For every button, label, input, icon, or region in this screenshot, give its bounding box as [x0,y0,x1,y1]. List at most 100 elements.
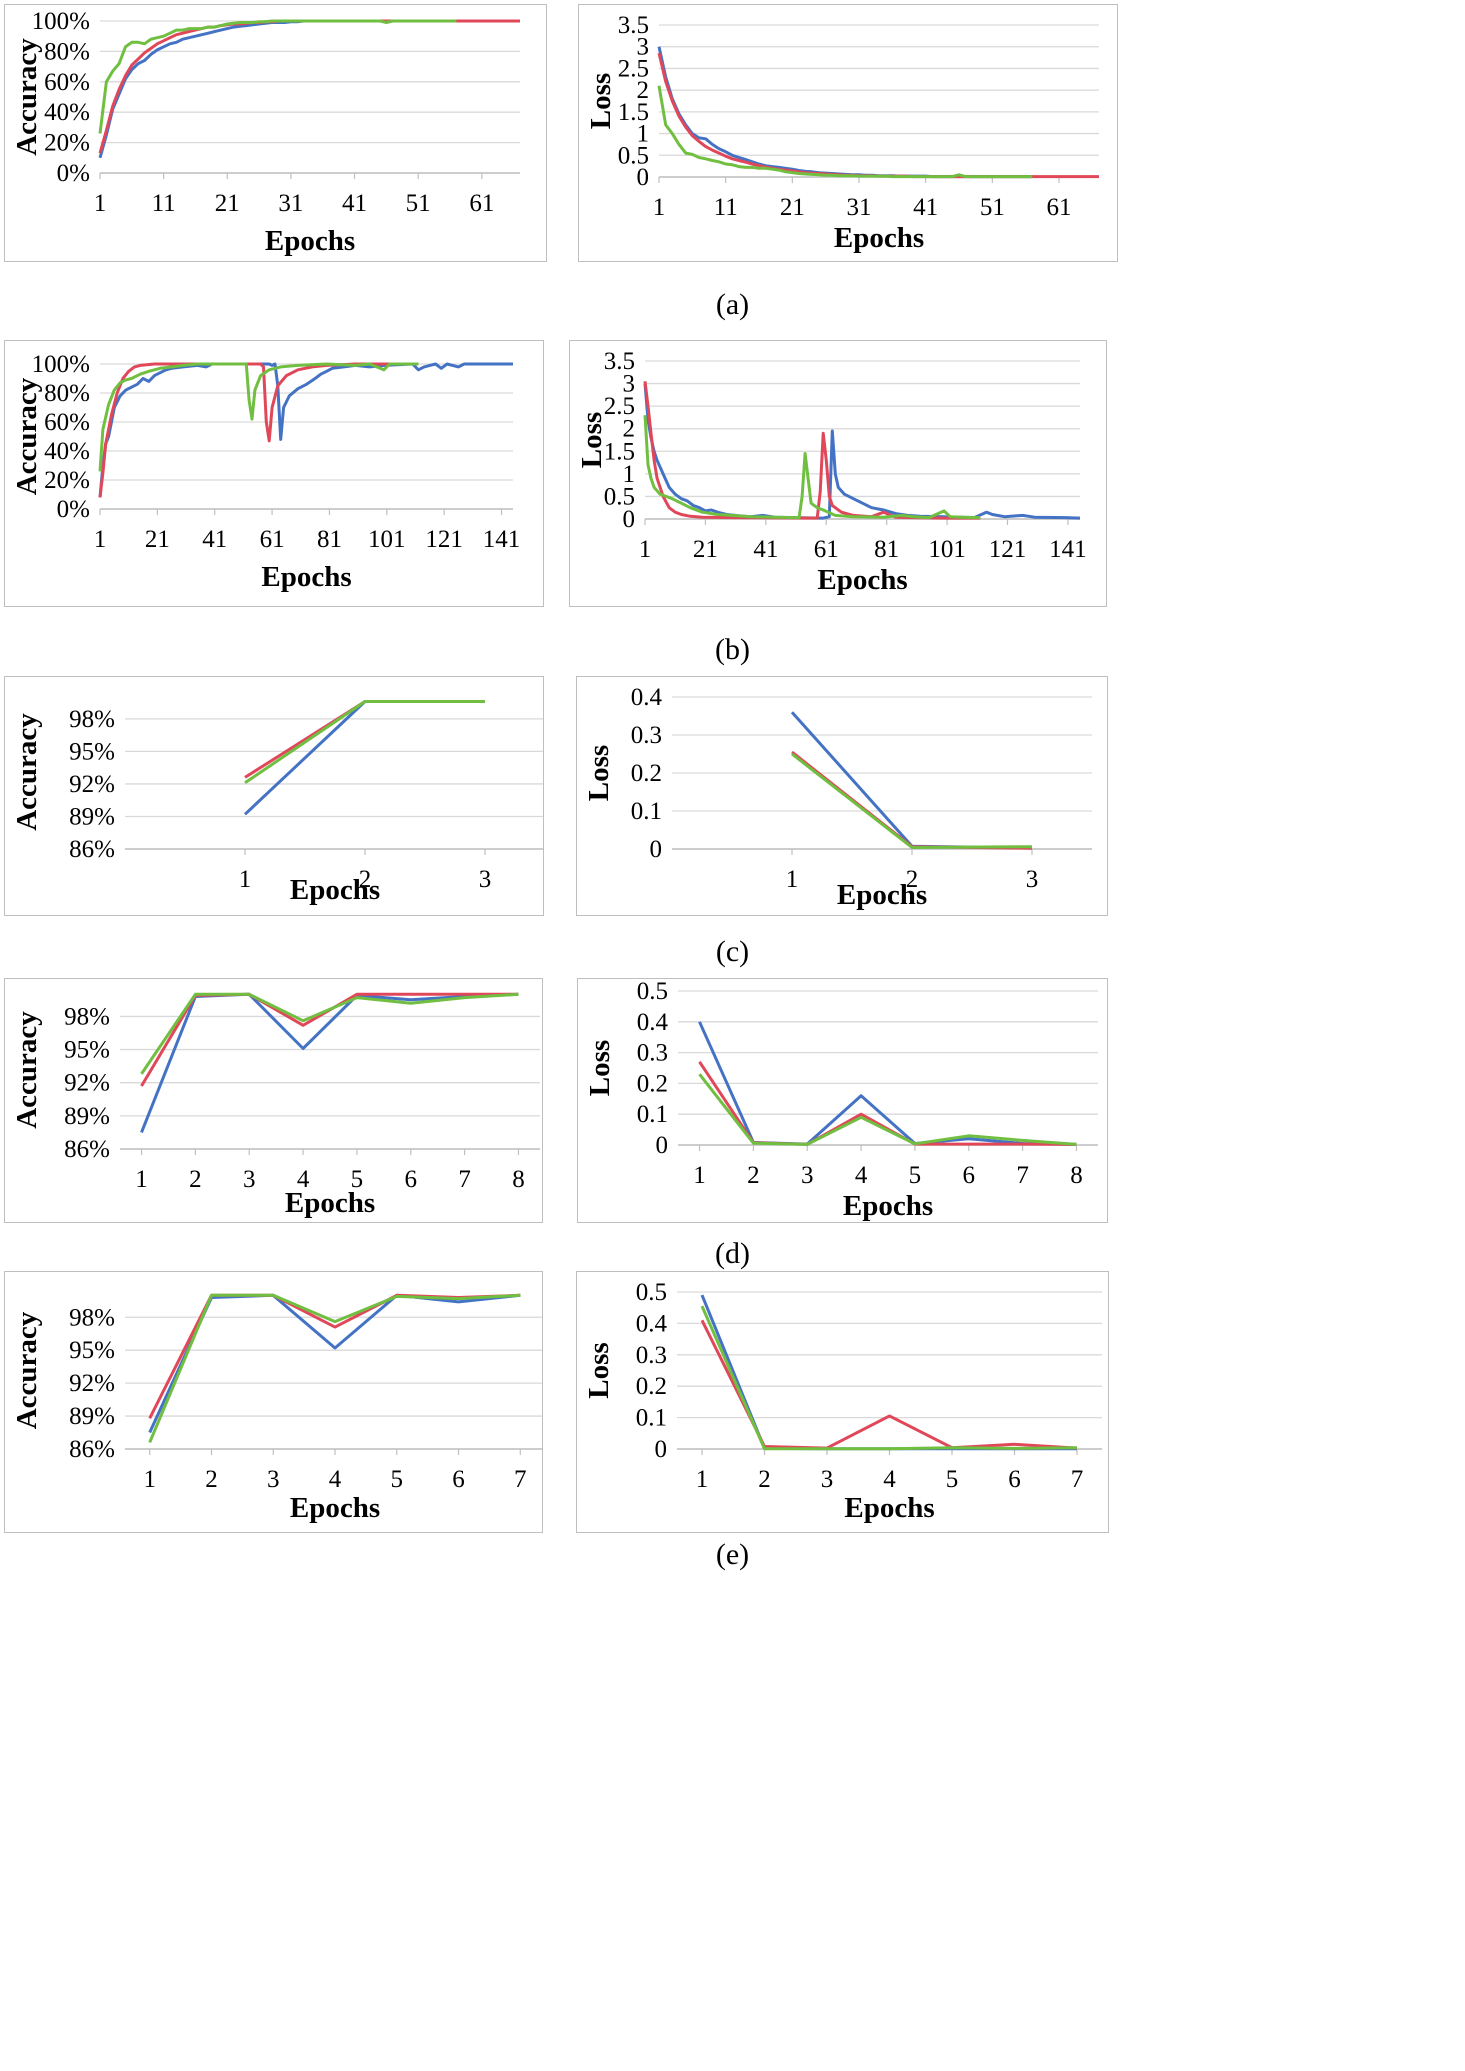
y-tick-label: 100% [32,8,90,35]
series-line-1 [98,362,513,498]
series-line-3 [98,19,457,134]
series-line-2 [244,700,485,779]
y-tick-label: 92% [69,771,115,798]
y-tick-label: 86% [69,836,115,863]
y-axis-title: Accuracy [11,1311,43,1429]
y-tick-label: 98% [64,1003,110,1030]
y-tick-label: 80% [44,380,90,407]
chart-panel-b-loss: 0 0.5 1 1.5 2 2.5 3 3.5 1 21 41 61 81 101 121 141 Epochs… [569,340,1107,607]
chart-panel-e-loss: 0 0.1 0.2 0.3 0.4 0.5 1 2 3 4 5 6 7 Epochs Loss [576,1271,1109,1533]
x-tick-label: 4 [883,1466,896,1493]
x-tick-label: 121 [425,526,463,553]
series-line-2 [657,52,1099,179]
chart-svg: 0 0.1 0.2 0.3 0.4 0.5 1 2 3 4 5 6 7 Epochs Loss [583,1279,1102,1524]
y-tick-label: 3.5 [618,12,649,39]
chart-panel-e-accuracy: 86% 89% 92% 95% 98% 1 2 3 4 5 6 7 Epochs Accuracy [4,1271,543,1533]
y-tick-label: 0.1 [637,1101,668,1128]
series-line-2 [700,1319,1078,1450]
y-tick-label: 0.1 [636,1405,667,1432]
x-tick-label: 5 [909,1162,922,1189]
x-tick-label: 1 [239,866,252,893]
chart-svg: 86% 89% 92% 95% 98% 1 2 3 4 5 6 7 8 Epochs Accuracy [11,992,540,1219]
x-tick-label: 1 [693,1162,706,1189]
chart-svg: 0 0.1 0.2 0.3 0.4 0.5 1 2 3 4 5 6 7 8 Epochs Loss [584,979,1098,1222]
x-tick-label: 7 [514,1466,527,1493]
y-tick-label: 0.3 [637,1040,668,1067]
y-tick-label: 80% [44,38,90,65]
x-axis-title: Epochs [290,1492,380,1524]
y-tick-label: 89% [64,1103,110,1130]
x-tick-label: 3 [801,1162,814,1189]
x-tick-label: 5 [351,1166,364,1193]
x-tick-label: 51 [406,190,431,217]
chart-svg: 00.511.522.533.51 21 41 61 81 101 121 141Epochs… [576,348,1087,596]
x-tick-label: 5 [946,1466,959,1493]
y-tick-label: 40% [44,438,90,465]
x-tick-label: 1 [653,194,666,221]
x-axis-title: Epochs [837,879,927,911]
y-tick-label: 60% [44,69,90,96]
x-tick-label: 61 [469,190,494,217]
x-tick-label: 61 [1047,194,1072,221]
x-tick-label: 81 [317,526,342,553]
y-tick-label: 0.2 [631,760,662,787]
caption-c: (c) [715,935,750,968]
x-tick-label: 3 [243,1166,256,1193]
y-tick-label: 0.2 [637,1070,668,1097]
x-tick-label: 6 [1008,1466,1021,1493]
chart-svg: 0%20%40%60%80%100%1 21 41 61 81 101 121 141Epoc… [11,351,520,593]
caption-a: (a) [715,288,750,321]
series-line-1 [140,992,519,1133]
series-line-2 [643,381,981,520]
x-tick-label: 41 [753,536,778,563]
y-tick-label: 86% [64,1136,110,1163]
series-line-3 [791,752,1033,849]
chart-svg: 86% 89% 92% 95% 98% 1 2 3 4 5 6 7 Epochs Accuracy [11,1293,542,1524]
x-tick-label: 2 [205,1466,218,1493]
y-tick-label: 92% [69,1370,115,1397]
x-tick-label: 11 [152,190,176,217]
y-tick-label: 2 [623,416,636,443]
series-line-1 [700,1294,1077,1451]
x-tick-label: 101 [928,536,966,563]
x-axis-title: Epochs [290,874,380,906]
y-tick-label: 0.1 [631,798,662,825]
x-tick-label: 61 [260,526,285,553]
series-line-3 [700,1305,1078,1451]
y-tick-label: 1.5 [618,99,649,126]
x-tick-label: 8 [1070,1162,1083,1189]
y-axis-title: Loss [576,412,608,468]
y-tick-label: 92% [64,1070,110,1097]
x-tick-label: 6 [405,1166,418,1193]
y-tick-label: 1 [637,121,650,148]
x-tick-label: 21 [693,536,718,563]
y-tick-label: 0.5 [604,483,635,510]
y-tick-label: 89% [69,803,115,830]
caption-e: (e) [715,1538,750,1571]
y-tick-label: 0.3 [636,1342,667,1369]
x-axis-title: Epochs [843,1190,933,1222]
y-axis-title: Accuracy [11,1011,43,1129]
x-tick-label: 4 [297,1166,310,1193]
series-line-2 [791,750,1033,850]
series-line-3 [244,700,485,785]
chart-panel-b-accuracy: 0% 20% 40% 60% 80% 100% 1 21 41 61 81 101 121 141 Epoc… [4,340,544,607]
x-tick-label: 81 [874,536,899,563]
y-tick-label: 3 [623,371,636,398]
y-tick-label: 0 [656,1132,669,1159]
x-tick-label: 121 [989,536,1027,563]
x-axis-title: Epochs [285,1187,375,1219]
x-tick-label: 2 [747,1162,760,1189]
y-tick-label: 3.5 [604,348,635,375]
series-line-1 [98,19,457,159]
y-tick-label: 1 [623,461,636,488]
y-tick-label: 0.3 [631,722,662,749]
y-axis-title: Loss [583,1342,615,1398]
x-tick-label: 3 [479,866,492,893]
chart-panel-d-accuracy: 86% 89% 92% 95% 98% 1 2 3 4 5 6 7 8 Epochs Accuracy [4,978,543,1223]
y-tick-label: 0.2 [636,1373,667,1400]
x-tick-label: 1 [639,536,652,563]
y-tick-label: 1.5 [604,438,635,465]
x-tick-label: 5 [391,1466,404,1493]
